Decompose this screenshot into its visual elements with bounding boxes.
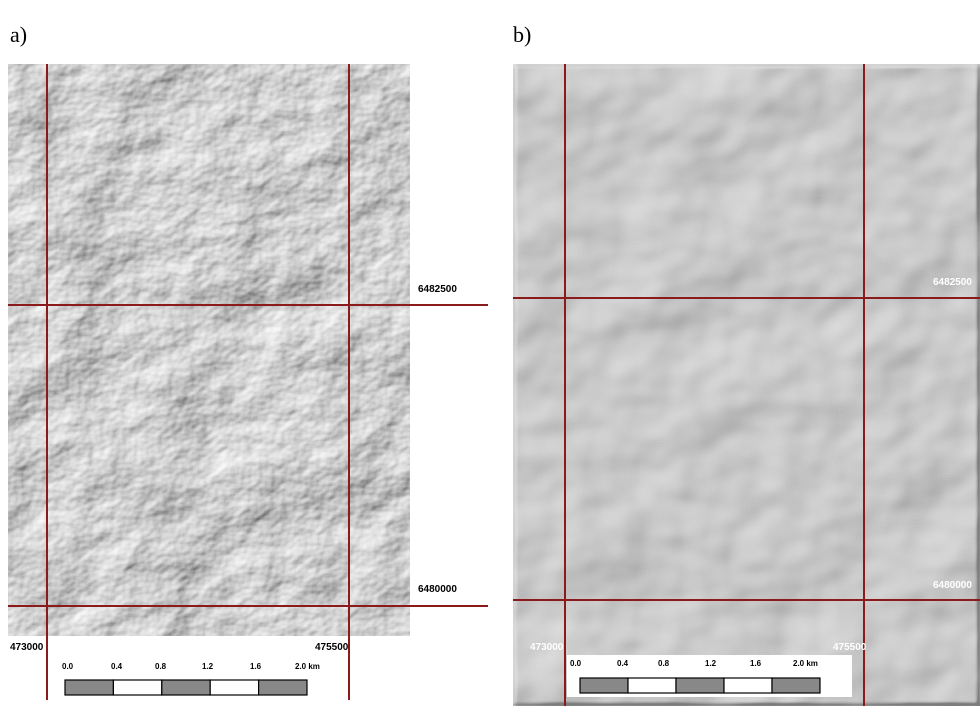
scale-segment — [772, 678, 820, 693]
scale-label: 0.4 — [617, 659, 629, 668]
scale-segment — [259, 680, 307, 695]
scale-segment — [676, 678, 724, 693]
scale-segment — [210, 680, 258, 695]
easting-label: 473000 — [10, 642, 44, 653]
scale-label: 2.0 km — [295, 662, 320, 671]
figure: a) 6482500 6480000 473000 475500 0.0 0.4 0.8 1.2… — [0, 0, 980, 706]
scale-label: 0.0 — [62, 662, 74, 671]
scale-label: 0.8 — [658, 659, 670, 668]
hillshade-map — [513, 64, 980, 706]
scale-label: 1.6 — [250, 662, 262, 671]
scale-segment — [628, 678, 676, 693]
panel-label: a) — [10, 22, 27, 47]
easting-label: 475500 — [833, 642, 867, 653]
panel-label: b) — [513, 22, 531, 47]
northing-label: 6482500 — [418, 284, 457, 295]
scale-segment — [162, 680, 210, 695]
scale-label: 1.2 — [202, 662, 214, 671]
easting-label: 473000 — [530, 642, 564, 653]
scale-label: 0.0 — [570, 659, 582, 668]
northing-label: 6480000 — [418, 584, 457, 595]
scale-segment — [113, 680, 161, 695]
scale-segment — [580, 678, 628, 693]
easting-label: 475500 — [315, 642, 349, 653]
scale-label: 2.0 km — [793, 659, 818, 668]
scale-label: 0.8 — [155, 662, 167, 671]
northing-label: 6482500 — [933, 277, 972, 288]
scale-label: 1.6 — [750, 659, 762, 668]
northing-label: 6480000 — [933, 580, 972, 591]
scale-label: 0.4 — [111, 662, 123, 671]
scale-segment — [724, 678, 772, 693]
scale-label: 1.2 — [705, 659, 717, 668]
scale-segment — [65, 680, 113, 695]
